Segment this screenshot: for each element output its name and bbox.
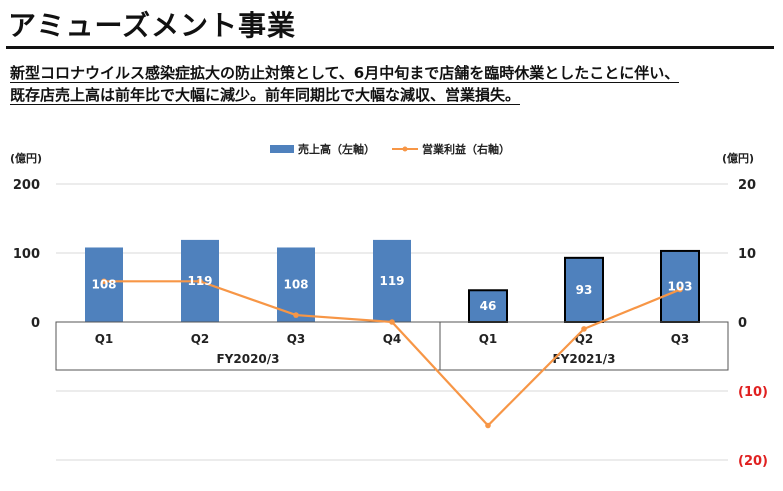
legend-line-marker xyxy=(402,146,408,152)
bar-value-label: 103 xyxy=(667,279,692,293)
left-axis-tick: 0 xyxy=(31,316,40,331)
bar xyxy=(85,247,123,322)
legend-sales-label: 売上高（左軸） xyxy=(298,142,375,156)
bar xyxy=(660,249,700,323)
profit-point xyxy=(581,326,587,332)
category-label: Q3 xyxy=(671,332,690,346)
right-axis-tick: 0 xyxy=(738,316,747,331)
right-axis-tick: (10) xyxy=(738,385,768,400)
profit-point xyxy=(485,422,491,429)
title-divider xyxy=(6,46,774,49)
category-label: Q1 xyxy=(95,332,114,346)
bar-value-label: 119 xyxy=(187,274,212,288)
profit-point xyxy=(293,312,299,318)
right-axis-tick: 20 xyxy=(738,178,756,193)
summary-line-1: 新型コロナウイルス感染症拡大の防止対策として、6月中旬まで店舗を臨時休業としたこ… xyxy=(10,64,680,83)
left-axis-tick: 100 xyxy=(13,247,40,262)
right-axis-unit: (億円) xyxy=(722,151,754,165)
bar-value-label: 108 xyxy=(91,278,116,292)
page-title: アミューズメント事業 xyxy=(8,9,297,42)
summary-line-2: 既存店売上高は前年比で大幅に減少。前年同期比で大幅な減収、営業損失。 xyxy=(10,86,521,105)
legend-bar-swatch xyxy=(270,145,294,153)
bar-value-label: 108 xyxy=(283,278,308,292)
bar xyxy=(564,256,604,323)
legend-profit-label: 営業利益（右軸） xyxy=(422,142,510,156)
category-label: Q4 xyxy=(383,332,402,346)
group-label: FY2020/3 xyxy=(216,352,279,366)
bar-value-label: 119 xyxy=(379,274,404,288)
profit-point xyxy=(677,286,683,293)
category-table xyxy=(55,321,729,371)
profit-point xyxy=(101,278,107,285)
category-label: Q3 xyxy=(287,332,306,346)
left-axis-tick: 200 xyxy=(13,178,40,193)
category-label: Q2 xyxy=(191,332,210,346)
profit-point xyxy=(197,278,203,285)
profit-point xyxy=(389,319,395,325)
right-axis-tick: 10 xyxy=(738,247,756,262)
category-label: Q2 xyxy=(575,332,594,346)
right-axis-tick: (20) xyxy=(738,454,768,469)
bar-value-label: 46 xyxy=(480,299,497,313)
group-label: FY2021/3 xyxy=(552,352,615,366)
bar-value-label: 93 xyxy=(576,283,593,297)
category-label: Q1 xyxy=(479,332,498,346)
sales-profit-chart: 売上高（左軸） 営業利益（右軸）(億円) (億円)200100020100(10)(… xyxy=(10,142,768,469)
summary-text: 新型コロナウイルス感染症拡大の防止対策として、6月中旬まで店舗を臨時休業としたこ… xyxy=(10,62,770,106)
left-axis-unit: (億円) xyxy=(10,151,42,165)
bar xyxy=(373,239,411,322)
